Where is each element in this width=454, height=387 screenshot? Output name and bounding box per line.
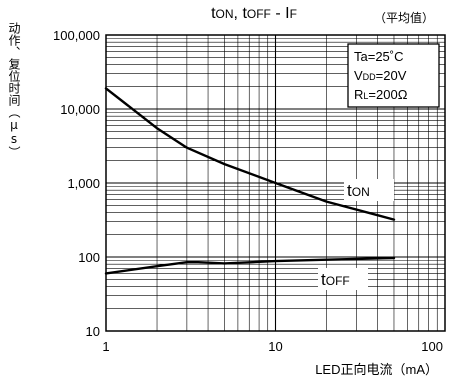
plot-frame xyxy=(105,34,446,332)
condition-line: Ta=25˚C xyxy=(354,49,404,64)
curve-label-toff: tOFF xyxy=(321,270,350,289)
series-line-toff xyxy=(104,256,396,275)
curve-label-bg-ton xyxy=(344,179,394,201)
x-tick-label: 100 xyxy=(421,339,443,354)
curve-labels: tON tOFF xyxy=(318,179,394,290)
chart-subtitle: （平均值） xyxy=(374,10,434,25)
series-line-ton xyxy=(104,87,396,221)
x-tick-label: 1 xyxy=(102,339,109,354)
y-tick-label: 1,000 xyxy=(67,176,100,191)
conditions-frame xyxy=(347,43,440,108)
y-tick-label: 10,000 xyxy=(60,102,100,117)
series-lines xyxy=(104,87,396,275)
y-tick-label: 100 xyxy=(78,250,100,265)
condition-line: VDD=20V xyxy=(354,68,407,83)
condition-line: RL=200Ω xyxy=(354,87,408,102)
y-tick-label: 100,000 xyxy=(53,28,100,43)
y-axis-label: 动作、复位时间（μs） xyxy=(7,22,21,158)
curve-label-ton: tON xyxy=(347,181,370,200)
curve-label-bg-toff xyxy=(318,268,368,290)
x-axis-label: LED正向电流（mA） xyxy=(315,362,438,377)
chart-title: tON, tOFF - IF xyxy=(211,5,297,22)
y-tick-label: 10 xyxy=(86,324,100,339)
x-tick-label: 10 xyxy=(268,339,282,354)
conditions-box: Ta=25˚C VDD=20V RL=200Ω xyxy=(347,43,440,108)
